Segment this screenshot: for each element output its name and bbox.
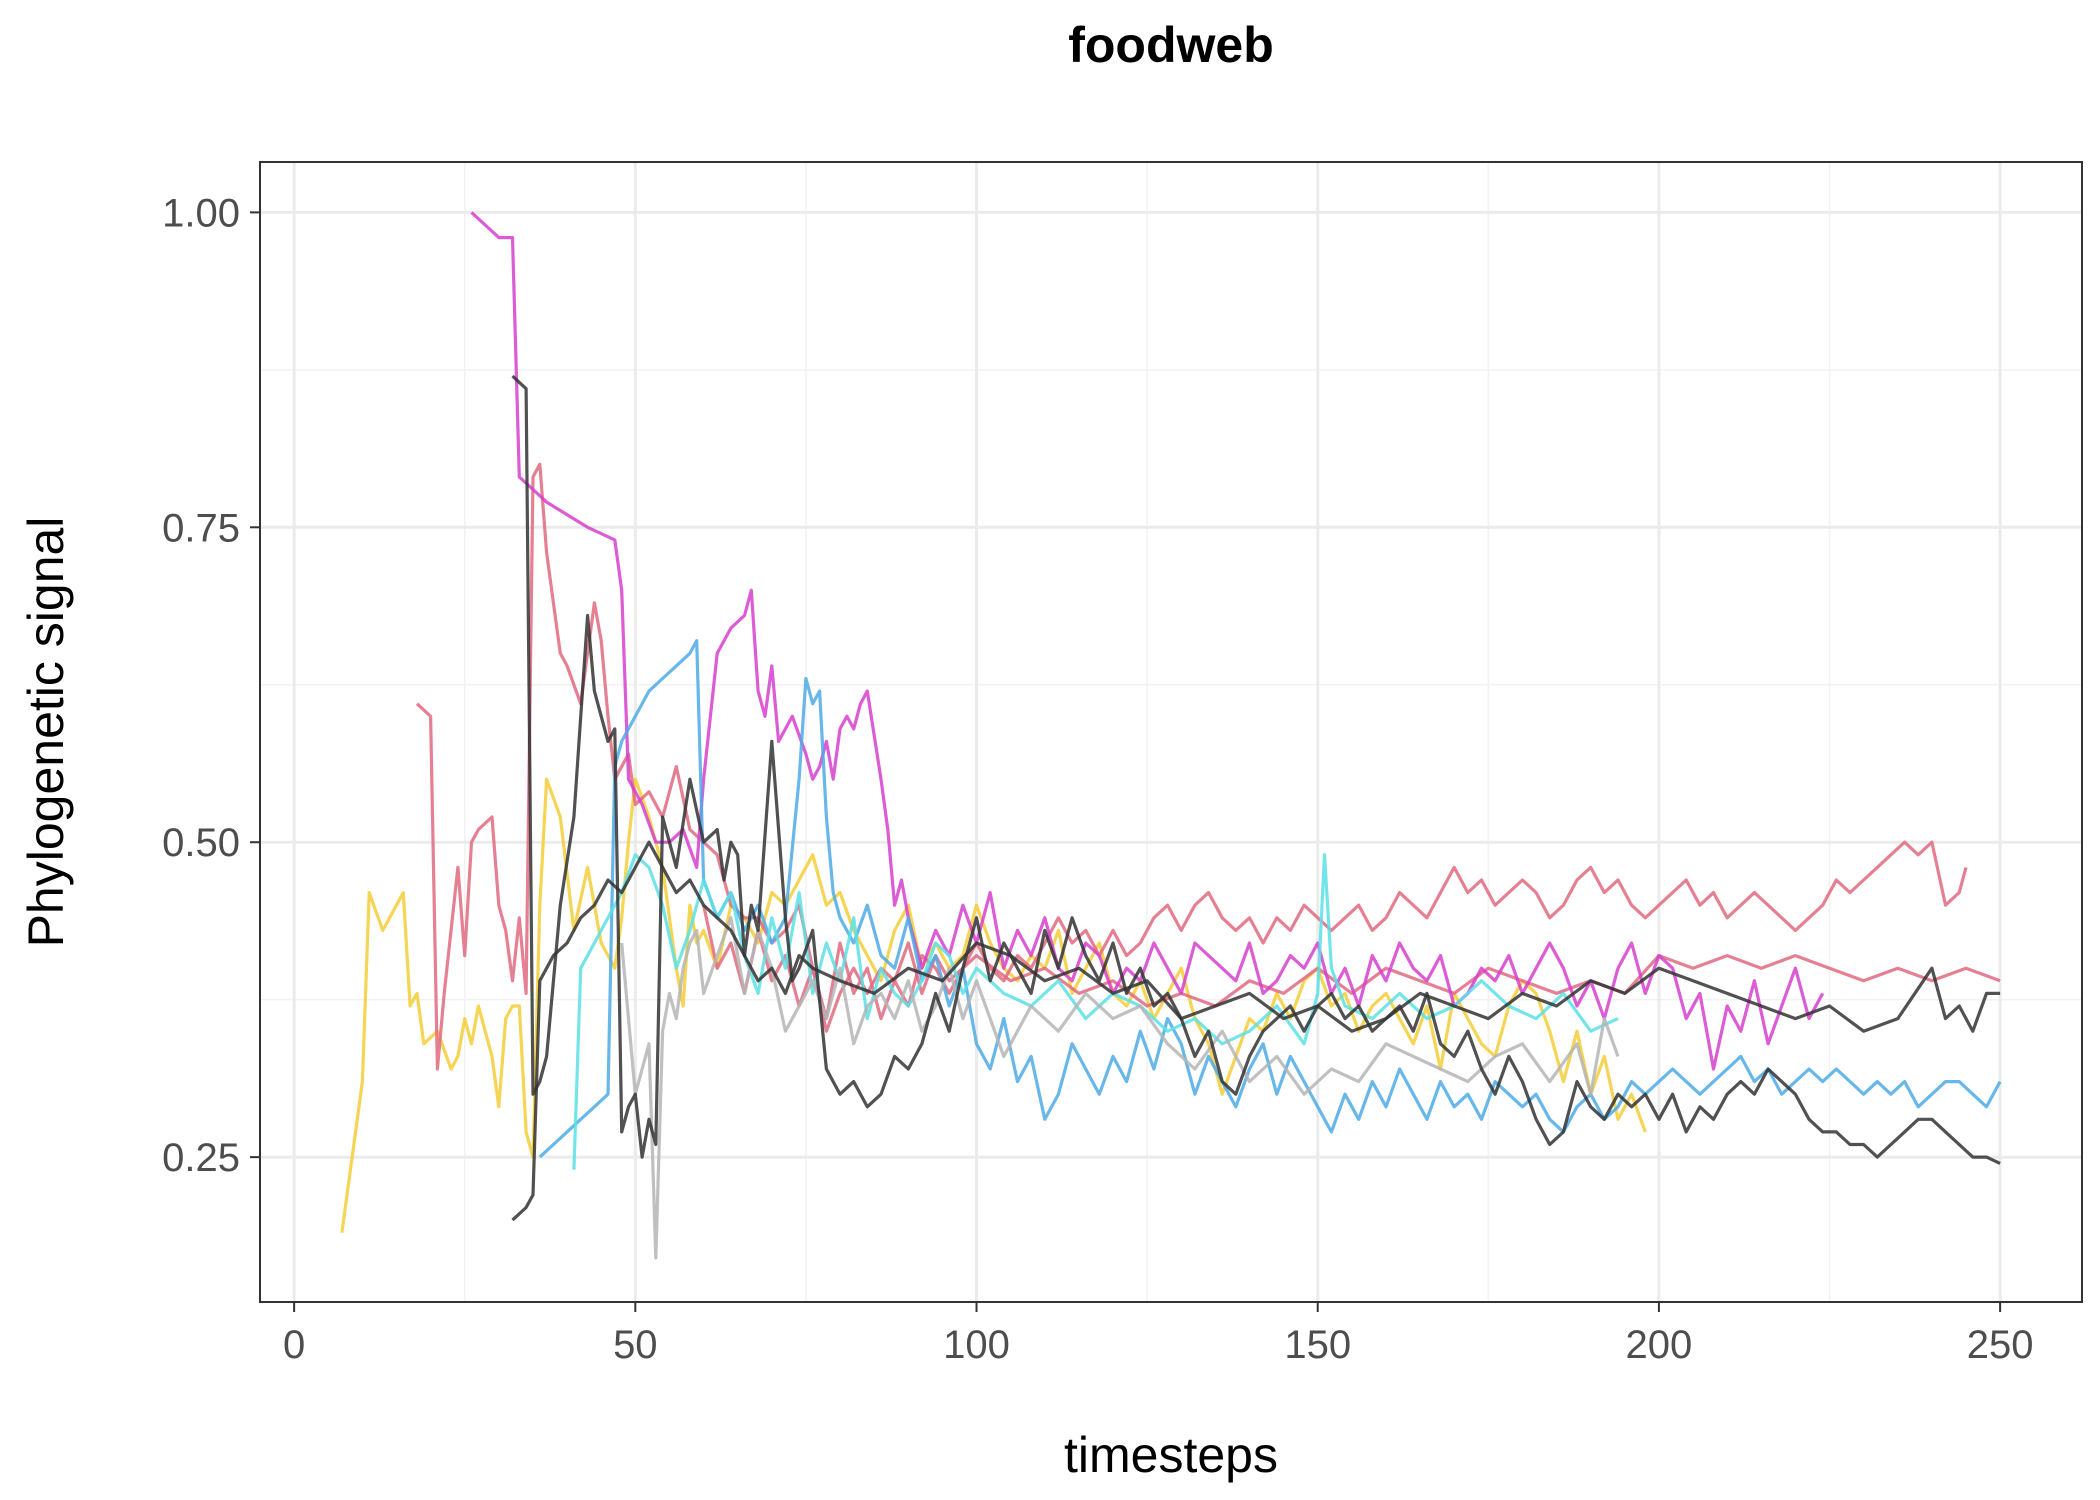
y-tick-label: 0.50: [162, 821, 240, 865]
series-line-1: [340, 777, 1647, 1233]
y-tick-label: 0.25: [162, 1136, 240, 1180]
x-tick-label: 0: [283, 1323, 305, 1367]
series-layer: [340, 211, 2002, 1260]
grid-minor: [260, 162, 2082, 1302]
x-tick-label: 100: [943, 1323, 1010, 1367]
x-tick-label: 200: [1626, 1323, 1693, 1367]
series-line-9: [511, 840, 2001, 1222]
chart-title: foodweb: [1068, 17, 1274, 73]
y-tick-label: 0.75: [162, 506, 240, 550]
plot-panel: [260, 162, 2082, 1302]
y-tick-label: 1.00: [162, 191, 240, 235]
series-line-7: [620, 916, 1620, 1260]
x-tick-label: 50: [613, 1323, 658, 1367]
plot-border: [259, 161, 2083, 1303]
series-line-8: [511, 374, 2001, 1165]
axis-ticks: 0 50 100 150 200 250 0.25 0.50 0.75 1.00: [162, 191, 2033, 1367]
series-line-5: [538, 639, 2002, 1159]
y-axis-title: Phylogenetic signal: [18, 517, 74, 948]
x-tick-label: 250: [1967, 1323, 2034, 1367]
x-axis-title: timesteps: [1064, 1427, 1278, 1483]
x-tick-label: 150: [1284, 1323, 1351, 1367]
